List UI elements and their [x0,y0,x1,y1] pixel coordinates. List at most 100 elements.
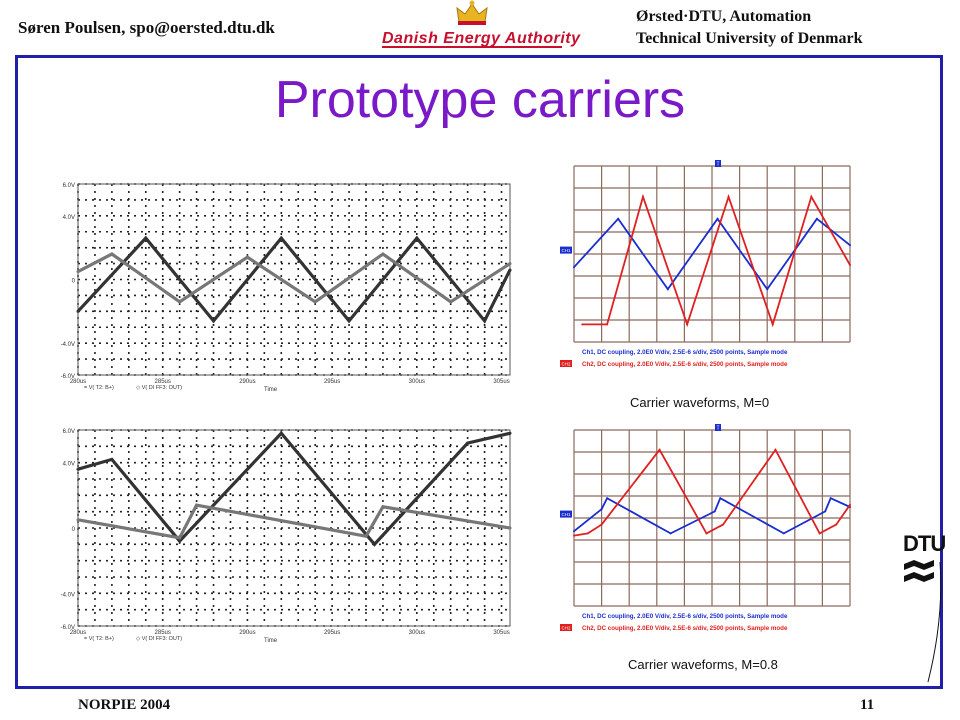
x-tick-label: 285us [155,379,171,385]
data-point [313,300,317,304]
page-number: 11 [860,697,875,713]
y-tick-label: 4.0V [63,462,75,468]
data-point [466,441,470,445]
data-point [586,532,589,535]
y-tick-label: 0 [72,527,76,533]
series-line [77,503,511,540]
x-tick-label: 305us [493,630,509,636]
data-point [727,195,730,198]
x-tick-label: 295us [324,379,340,385]
data-point [212,319,216,323]
x-tick-label: 280us [70,379,86,385]
data-point [415,236,419,240]
data-point [279,236,283,240]
series-line [582,193,851,328]
data-point [144,236,148,240]
x-tick-label: 290us [239,379,255,385]
x-axis-label: Time [264,638,278,644]
data-point [849,503,851,506]
data-point [849,244,851,247]
y-tick-label: 0 [72,279,76,285]
data-point [666,288,669,291]
data-point [76,270,80,274]
data-point [178,536,182,540]
ch2-info: Ch2, DC coupling, 2.0E0 V/div, 2.5E-6 s/… [582,361,788,368]
y-tick-label: -4.0V [61,342,75,348]
legend-entry: = V( T2: B+) [84,636,114,642]
data-point [617,217,620,220]
series-line [573,448,851,537]
data-point [449,300,453,304]
ch1-marker-label: CH1 [561,248,570,253]
data-point [829,497,832,500]
ch2-marker [560,624,572,631]
trigger-marker [715,424,721,431]
legend-entry: ◇ V( DI FF3: OUT) [136,385,182,391]
ch1-marker-label: CH1 [561,512,570,517]
data-point [372,542,376,546]
series-line [573,496,851,535]
institute-header: Ørsted·DTU, Automation Technical Univers… [636,6,863,50]
data-point [766,288,769,291]
data-point [642,195,644,198]
data-point [573,266,575,269]
data-point [347,319,351,323]
y-tick-label: -6.0V [61,374,75,380]
scope-background [556,424,856,646]
institute-line-2: Technical University of Denmark [636,30,863,47]
ch1-marker [560,246,572,254]
x-tick-label: 295us [324,630,340,636]
plot-border [77,183,511,376]
scope-caption-top: Carrier waveforms, M=0 [630,395,770,410]
data-point [782,532,785,535]
data-point [279,431,283,435]
oscilloscope-plot-bottom: T CH1 Ch1, DC coupling, 2.0E0 V/div, 2.5E-… [556,424,856,646]
data-point [245,255,249,259]
data-point [381,252,385,256]
series-line [76,235,512,324]
ch1-info: Ch1, DC coupling, 2.0E0 V/div, 2.5E-6 s/… [582,613,788,620]
ch1-info: Ch1, DC coupling, 2.0E0 V/div, 2.5E-6 s/… [582,349,788,356]
data-point [110,457,114,461]
x-tick-label: 300us [409,379,425,385]
data-point [76,518,80,522]
data-point [824,510,827,513]
y-tick-label: 6.0V [63,429,75,435]
data-point [713,510,716,513]
ch1-marker [560,510,572,518]
trigger-marker-label: T [716,426,719,432]
logo-text: Danish Energy Authority [382,30,581,47]
slide-title: Prototype carriers [274,71,686,129]
data-point [705,532,708,535]
trigger-marker-label: T [716,162,719,168]
legend-entry: = V( T2: B+) [84,385,114,391]
data-point [774,448,777,451]
data-point [195,503,199,507]
x-tick-label: 290us [239,630,255,636]
data-point [669,532,672,535]
data-point [483,319,487,323]
data-point [508,268,512,272]
dtu-logo-icon [904,560,942,683]
data-point [716,217,719,220]
dtu-logo-text: DTU [903,531,946,556]
data-point [573,530,575,533]
data-point [606,497,609,500]
series-line [77,252,511,304]
x-tick-label: 300us [409,630,425,636]
y-tick-label: -4.0V [61,592,75,598]
ch2-marker-label: CH2 [561,626,570,631]
scope-background [556,160,856,388]
ch2-info: Ch2, DC coupling, 2.0E0 V/div, 2.5E-6 s/… [582,625,788,632]
slide-frame [15,55,943,689]
conference-label: NORPIE 2004 [78,697,171,713]
scope-caption-bottom: Carrier waveforms, M=0.8 [628,657,778,672]
data-point [508,431,512,435]
crown-icon [382,0,562,48]
data-point [719,497,722,500]
data-point [835,523,838,526]
legend-entry: ◇ V( DI FF3: OUT) [136,636,182,642]
y-tick-label: 6.0V [63,183,75,189]
ch2-marker-label: CH2 [561,362,570,367]
